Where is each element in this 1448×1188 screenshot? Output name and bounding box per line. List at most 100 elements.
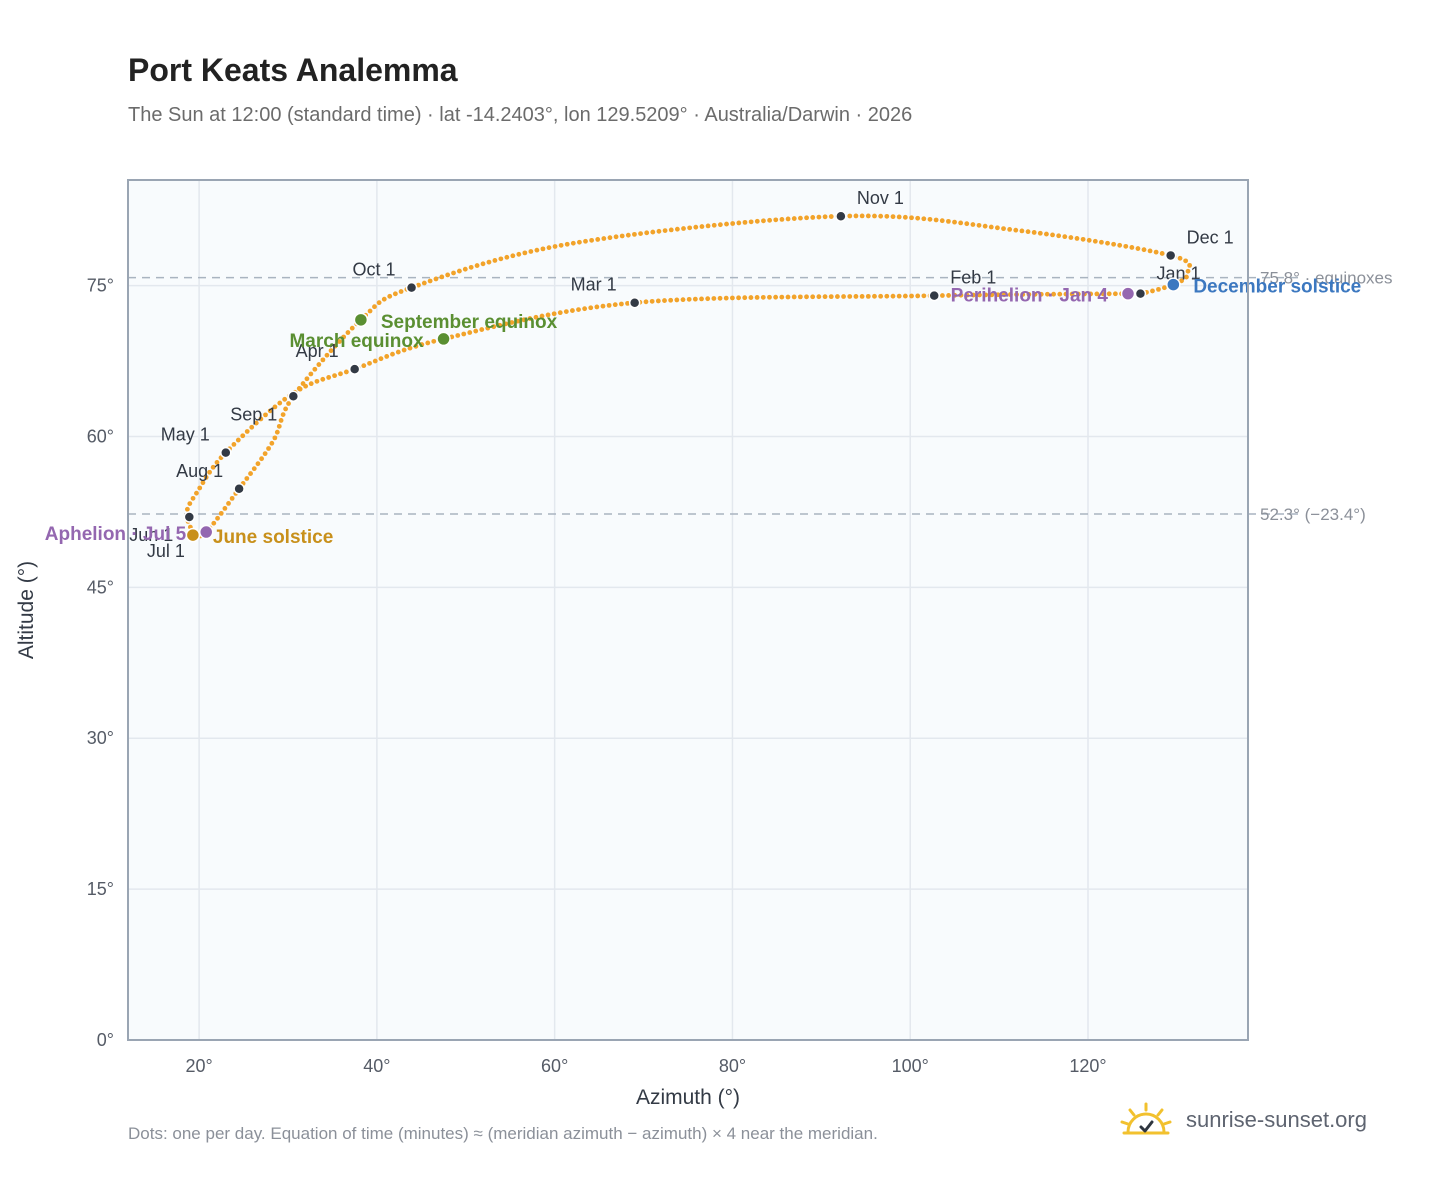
daily-dot xyxy=(259,456,264,462)
daily-dot xyxy=(445,272,451,278)
daily-dot xyxy=(480,261,486,267)
daily-dot xyxy=(266,446,271,451)
daily-dot xyxy=(983,292,989,298)
daily-dot xyxy=(272,404,278,410)
daily-dot xyxy=(1150,288,1155,294)
event-marker-dot xyxy=(1166,277,1181,292)
daily-dot xyxy=(258,416,264,422)
daily-dot xyxy=(1117,242,1123,248)
daily-dot xyxy=(872,213,877,219)
daily-dot xyxy=(693,224,699,230)
daily-dot xyxy=(486,259,492,265)
daily-dot xyxy=(485,325,491,331)
daily-dot xyxy=(534,247,540,253)
daily-dot xyxy=(255,461,261,467)
event-marker-dot xyxy=(198,524,214,540)
daily-dot xyxy=(946,218,951,224)
daily-dot xyxy=(600,303,606,309)
daily-dot xyxy=(1051,291,1057,297)
daily-dot xyxy=(859,213,865,219)
daily-dot xyxy=(210,464,216,470)
daily-dot xyxy=(632,231,637,237)
daily-dot xyxy=(816,294,822,300)
daily-dot xyxy=(332,343,338,349)
daily-dot xyxy=(332,373,337,379)
daily-dot xyxy=(1045,291,1050,297)
daily-dot xyxy=(203,475,209,480)
daily-dot xyxy=(1159,251,1165,256)
daily-dot xyxy=(915,215,921,221)
daily-dot xyxy=(552,244,558,249)
daily-dot xyxy=(779,294,785,300)
daily-dot xyxy=(1057,291,1063,297)
daily-dot xyxy=(662,298,667,303)
daily-dot xyxy=(705,296,711,302)
daily-dot xyxy=(421,280,427,286)
daily-dot xyxy=(276,423,282,429)
daily-dot xyxy=(1031,230,1037,235)
daily-dot xyxy=(1074,236,1080,241)
daily-dot xyxy=(461,331,467,337)
daily-dot xyxy=(274,429,280,435)
daily-dot xyxy=(456,268,462,274)
daily-dot xyxy=(1185,268,1191,274)
event-marker-dot xyxy=(185,527,201,543)
brand[interactable]: sunrise-sunset.org xyxy=(1120,1102,1367,1138)
daily-dot xyxy=(847,213,853,219)
daily-dot xyxy=(269,440,275,446)
daily-dot xyxy=(656,228,662,234)
reference-lines: 75.8° · equinoxes 52.3° (−23.4°) xyxy=(128,269,1393,524)
daily-dot xyxy=(473,328,479,334)
daily-dot xyxy=(977,292,982,298)
daily-dot xyxy=(1105,240,1110,246)
daily-dot xyxy=(263,412,268,418)
daily-dot xyxy=(699,296,704,302)
x-tick-label: 20° xyxy=(185,1056,212,1076)
daily-dot xyxy=(515,318,521,324)
daily-dot xyxy=(1082,291,1087,297)
daily-dot xyxy=(649,298,655,304)
daily-dot xyxy=(686,296,692,302)
daily-dot xyxy=(407,345,413,351)
daily-dot xyxy=(1007,292,1013,297)
daily-dot xyxy=(367,360,372,366)
daily-dot xyxy=(521,317,527,323)
month-marker-dot xyxy=(835,210,847,222)
daily-dot xyxy=(619,233,625,239)
daily-dot xyxy=(577,239,582,245)
month-marker-dot xyxy=(628,296,641,309)
daily-dot xyxy=(1183,258,1189,264)
daily-dot xyxy=(865,293,871,299)
daily-dot xyxy=(474,263,480,268)
daily-dot xyxy=(431,338,437,344)
daily-dot xyxy=(277,400,283,406)
daily-dot xyxy=(240,433,246,439)
daily-dot xyxy=(338,371,343,377)
daily-dot xyxy=(320,376,326,382)
daily-dot xyxy=(1050,232,1055,238)
y-tick-label: 0° xyxy=(97,1030,114,1050)
daily-dot xyxy=(378,356,384,362)
daily-dot xyxy=(699,224,705,229)
daily-dot xyxy=(612,302,618,308)
daily-dot xyxy=(841,294,846,299)
sun-logo-icon xyxy=(1120,1102,1172,1135)
month-marker-label: Oct 1 xyxy=(353,260,396,280)
daily-dot xyxy=(797,294,803,300)
daily-dot xyxy=(197,485,203,491)
daily-dot xyxy=(439,274,445,280)
daily-dot xyxy=(262,451,268,457)
daily-dot xyxy=(1153,249,1159,255)
event-marker-label: Perihelion · Jan 4 xyxy=(951,286,1109,307)
daily-dot xyxy=(964,221,970,227)
daily-dot xyxy=(729,295,735,301)
daily-dot xyxy=(187,501,193,507)
daily-dot xyxy=(859,294,865,299)
month-marker-label: May 1 xyxy=(161,425,210,445)
daily-dot xyxy=(1111,241,1117,247)
daily-dot xyxy=(588,305,594,311)
daily-dot xyxy=(1044,231,1049,237)
daily-dot xyxy=(516,251,522,257)
month-marker-label: Nov 1 xyxy=(857,188,904,208)
